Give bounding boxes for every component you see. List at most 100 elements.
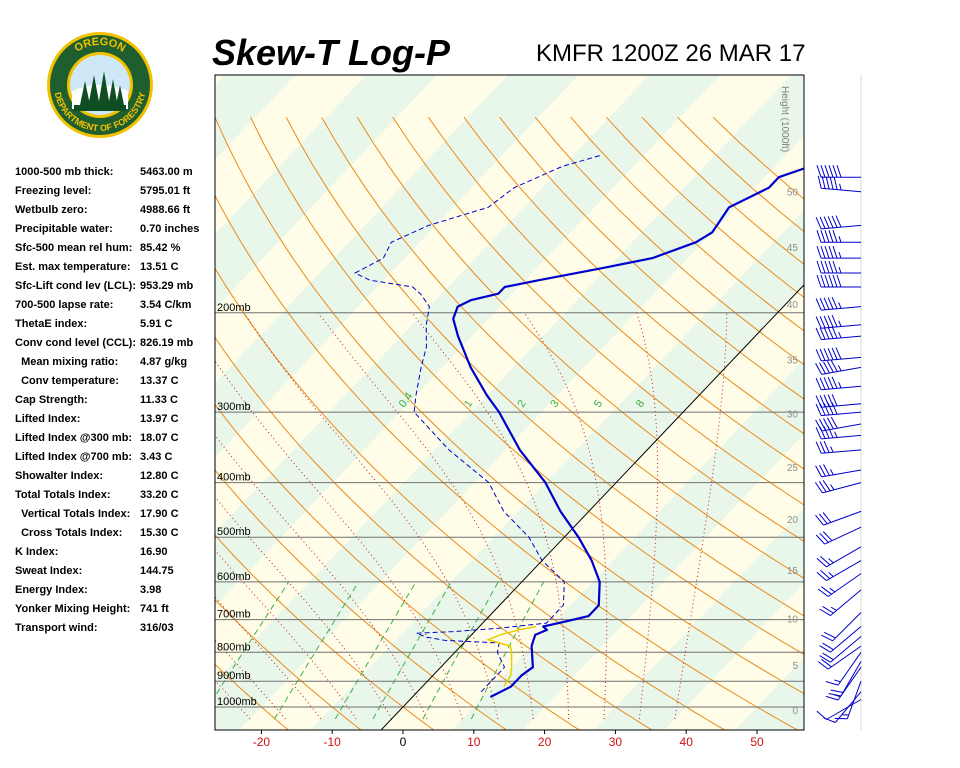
stat-row: Precipitable water: 0.70 inches bbox=[15, 223, 215, 242]
wind-barb bbox=[815, 402, 862, 417]
stat-row: Wetbulb zero: 4988.66 ft bbox=[15, 204, 215, 223]
stat-row: Lifted Index @700 mb: 3.43 C bbox=[15, 451, 215, 470]
stat-label: Conv temperature: bbox=[15, 375, 119, 387]
wind-barb bbox=[815, 426, 862, 440]
mixing-ratio-line bbox=[422, 581, 499, 720]
barb-flag bbox=[832, 245, 838, 259]
barb-staff bbox=[827, 573, 862, 597]
barb-flag bbox=[821, 658, 832, 668]
svg-text:OREGON: OREGON bbox=[73, 36, 128, 55]
barb-flag bbox=[815, 419, 823, 432]
stat-row: K Index: 16.90 bbox=[15, 546, 215, 565]
pressure-labels: 200mb 300mb 400mb 500mb 600mb 700mb 800mb 900mb… bbox=[217, 302, 257, 708]
stat-value: 18.07 C bbox=[140, 432, 179, 444]
pressure-label: 700mb bbox=[217, 609, 251, 621]
barb-half-flag bbox=[839, 183, 842, 191]
dry-adiabat bbox=[215, 267, 726, 730]
barb-flag bbox=[827, 297, 834, 310]
plot-frame bbox=[214, 74, 805, 731]
x-tick-label: 50 bbox=[750, 735, 764, 749]
barb-flag bbox=[822, 531, 833, 542]
stat-row: Energy Index: 3.98 bbox=[15, 584, 215, 603]
barb-flag bbox=[824, 245, 830, 259]
barb-flag bbox=[831, 394, 838, 407]
barb-staff bbox=[826, 560, 862, 582]
stat-value: 13.97 C bbox=[140, 413, 179, 425]
stat-label: Precipitable water: bbox=[15, 223, 113, 235]
pressure-label: 300mb bbox=[217, 401, 251, 413]
barb-flag bbox=[823, 327, 830, 340]
wind-barb bbox=[817, 573, 862, 597]
barb-flag bbox=[827, 426, 834, 439]
barb-flag bbox=[823, 418, 830, 430]
barb-flag bbox=[827, 394, 834, 407]
barb-flag bbox=[819, 316, 826, 329]
wind-barb bbox=[834, 681, 862, 720]
barb-flag bbox=[822, 512, 832, 523]
wind-barb bbox=[816, 546, 862, 568]
barb-half-flag bbox=[838, 331, 842, 339]
barb-half-flag bbox=[829, 469, 834, 476]
moist-adiabat bbox=[674, 312, 728, 720]
barb-staff bbox=[832, 612, 862, 642]
barb-flag bbox=[827, 216, 834, 229]
wind-barb bbox=[816, 260, 861, 274]
pressure-label: 600mb bbox=[217, 571, 251, 583]
wind-barb bbox=[815, 526, 862, 545]
stat-label: Mean mixing ratio: bbox=[15, 356, 119, 368]
stat-row: Sweat Index: 144.75 bbox=[15, 565, 215, 584]
stat-label: Sweat Index: bbox=[15, 565, 83, 577]
wind-barb bbox=[817, 175, 862, 193]
wind-barb bbox=[815, 394, 862, 408]
barb-flag bbox=[824, 165, 830, 178]
wind-barb bbox=[815, 215, 862, 230]
barb-flag bbox=[827, 348, 834, 361]
dry-adiabat bbox=[215, 116, 804, 695]
barb-staff bbox=[821, 366, 862, 375]
pressure-label: 400mb bbox=[217, 472, 251, 484]
barb-flag bbox=[815, 395, 822, 408]
barb-staff bbox=[830, 636, 862, 663]
stat-row: Vertical Totals Index: 17.90 C bbox=[15, 508, 215, 527]
barb-flag bbox=[825, 681, 839, 686]
height-tick-label: 30 bbox=[787, 410, 799, 421]
stat-value: 0.70 inches bbox=[140, 223, 200, 235]
barb-half-flag bbox=[838, 382, 842, 389]
moist-adiabat bbox=[243, 312, 499, 720]
barb-flag bbox=[831, 296, 838, 309]
barb-flag bbox=[819, 645, 831, 653]
barb-flag bbox=[815, 327, 822, 340]
barb-flag bbox=[819, 216, 826, 229]
barb-staff bbox=[821, 385, 862, 391]
barb-flag bbox=[817, 661, 829, 670]
wind-barb bbox=[821, 612, 862, 642]
logo-top-text: OREGON bbox=[73, 36, 128, 55]
x-axis: -20 -10 0 10 20 30 40 50 bbox=[253, 730, 764, 749]
mixing-ratio-line bbox=[372, 581, 452, 720]
barb-flag bbox=[822, 652, 834, 661]
barb-flag bbox=[823, 403, 830, 416]
barb-flag bbox=[836, 274, 842, 288]
barb-flag bbox=[823, 361, 830, 374]
chart-title: Skew-T Log-P bbox=[212, 32, 451, 73]
mixing-ratio-label: 8 bbox=[634, 398, 647, 410]
stat-label: 700-500 lapse rate: bbox=[15, 299, 114, 311]
x-tick-label: 30 bbox=[609, 735, 623, 749]
barb-flag bbox=[816, 260, 822, 274]
x-tick-label: 10 bbox=[467, 735, 481, 749]
barb-half-flag bbox=[828, 558, 834, 564]
barb-flag bbox=[815, 363, 823, 375]
stat-row: Yonker Mixing Height: 741 ft bbox=[15, 603, 215, 622]
barb-flag bbox=[828, 260, 834, 274]
moist-adiabat bbox=[317, 312, 534, 720]
barb-flag bbox=[816, 165, 822, 178]
barb-flag bbox=[824, 274, 830, 288]
temperature-band bbox=[451, 359, 804, 730]
barb-staff bbox=[821, 356, 862, 362]
dry-adiabat bbox=[641, 116, 804, 265]
stat-label: Showalter Index: bbox=[15, 470, 104, 482]
wind-barb bbox=[814, 480, 862, 494]
barb-half-flag bbox=[830, 606, 837, 611]
mixing-ratio-lines bbox=[215, 581, 545, 720]
barb-flag bbox=[823, 297, 830, 310]
